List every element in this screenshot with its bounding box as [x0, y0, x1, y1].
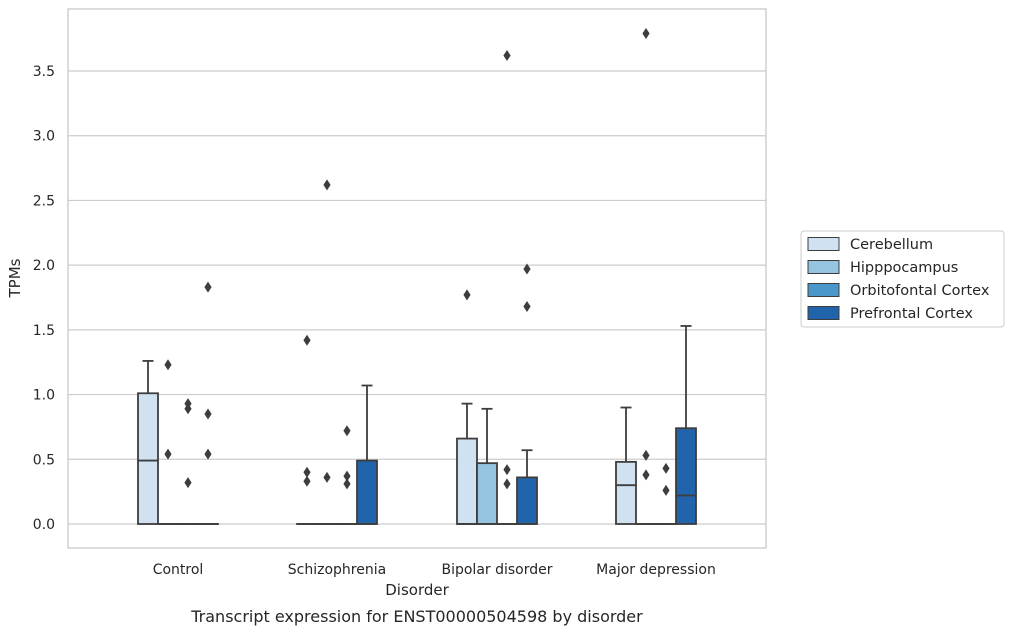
box-hipppocampus — [476, 407, 498, 525]
box-body — [137, 392, 159, 525]
plot-frame — [67, 8, 767, 549]
outlier-point — [204, 448, 212, 460]
outlier-point — [323, 471, 331, 483]
x-axis-label: Disorder — [385, 581, 449, 599]
box-prefrontal-cortex — [675, 325, 697, 525]
legend-swatch — [807, 237, 840, 251]
outlier-point — [343, 425, 351, 437]
outlier-point — [303, 334, 311, 346]
outlier-point — [503, 49, 511, 61]
gridlines — [68, 70, 766, 525]
outlier-point — [184, 403, 192, 415]
outlier-point — [503, 464, 511, 476]
outlier-point — [662, 462, 670, 474]
legend-item: Orbitofontal Cortex — [807, 283, 990, 299]
legend-item: Hipppocampus — [807, 260, 958, 276]
box-body — [356, 459, 378, 525]
outlier-point — [463, 289, 471, 301]
outlier-point — [204, 281, 212, 293]
boxes — [137, 27, 697, 525]
y-tick-label: 0.5 — [33, 452, 55, 468]
box-orbitofontal-cortex — [496, 49, 518, 525]
x-tick-label: Major depression — [596, 562, 716, 578]
box-body — [615, 460, 637, 525]
legend-item: Prefrontal Cortex — [807, 306, 973, 322]
y-axis-label: TPMs — [6, 258, 24, 298]
box-cerebellum — [137, 360, 159, 525]
box-orbitofontal-cortex — [336, 425, 358, 525]
legend-swatch — [807, 283, 840, 297]
outlier-point — [523, 301, 531, 313]
outlier-point — [184, 477, 192, 489]
box-prefrontal-cortex — [356, 384, 378, 525]
y-tick-label: 1.0 — [33, 388, 55, 404]
outlier-point — [343, 470, 351, 482]
box-orbitofontal-cortex — [177, 398, 199, 525]
outlier-point — [503, 478, 511, 490]
outlier-point — [343, 478, 351, 490]
y-tick-label: 0.0 — [33, 517, 55, 533]
legend-swatch — [807, 260, 840, 274]
outlier-point — [164, 359, 172, 371]
box-orbitofontal-cortex — [655, 462, 677, 525]
box-hipppocampus — [635, 27, 657, 525]
outlier-point — [642, 469, 650, 481]
box-body — [675, 427, 697, 525]
legend-frame — [800, 230, 1005, 328]
outlier-point — [523, 263, 531, 275]
legend-item: Cerebellum — [807, 237, 933, 253]
legend: Cerebellum Hipppocampus Orbitofontal Corte… — [800, 230, 1005, 328]
box-body — [516, 476, 538, 525]
legend-swatch — [807, 306, 840, 320]
box-body — [456, 437, 478, 525]
y-tick-label: 2.5 — [33, 193, 55, 209]
box-cerebellum — [456, 289, 478, 525]
outlier-point — [642, 27, 650, 39]
x-tick-label: Schizophrenia — [288, 562, 386, 578]
outlier-point — [204, 408, 212, 420]
box-prefrontal-cortex — [516, 263, 538, 525]
y-tick-label: 3.5 — [33, 64, 55, 80]
x-tick-label: Bipolar disorder — [441, 562, 552, 578]
x-tick-labels: Control Schizophrenia Bipolar disorder Majo… — [153, 562, 716, 578]
y-tick-label: 1.5 — [33, 323, 55, 339]
box-prefrontal-cortex — [197, 281, 219, 525]
legend-label: Cerebellum — [850, 237, 933, 253]
x-tick-label: Control — [153, 562, 204, 578]
box-hipppocampus — [316, 179, 338, 525]
box-cerebellum — [615, 406, 637, 525]
legend-label: Prefrontal Cortex — [850, 306, 973, 322]
outlier-point — [164, 448, 172, 460]
outlier-point — [303, 466, 311, 478]
y-tick-label: 3.0 — [33, 129, 55, 145]
y-tick-labels: 0.0 0.5 1.0 1.5 2.0 2.5 3.0 3.5 — [33, 64, 55, 533]
outlier-point — [662, 484, 670, 496]
outlier-point — [642, 449, 650, 461]
legend-items: Cerebellum Hipppocampus Orbitofontal Corte… — [807, 237, 990, 322]
box-body — [476, 462, 498, 525]
outlier-point — [323, 179, 331, 191]
y-tick-label: 2.0 — [33, 258, 55, 274]
box-cerebellum — [296, 334, 318, 525]
chart-caption: Transcript expression for ENST0000050459… — [190, 607, 643, 626]
box-hipppocampus — [157, 359, 179, 525]
outlier-point — [303, 475, 311, 487]
legend-label: Hipppocampus — [850, 260, 958, 276]
legend-label: Orbitofontal Cortex — [850, 283, 990, 299]
